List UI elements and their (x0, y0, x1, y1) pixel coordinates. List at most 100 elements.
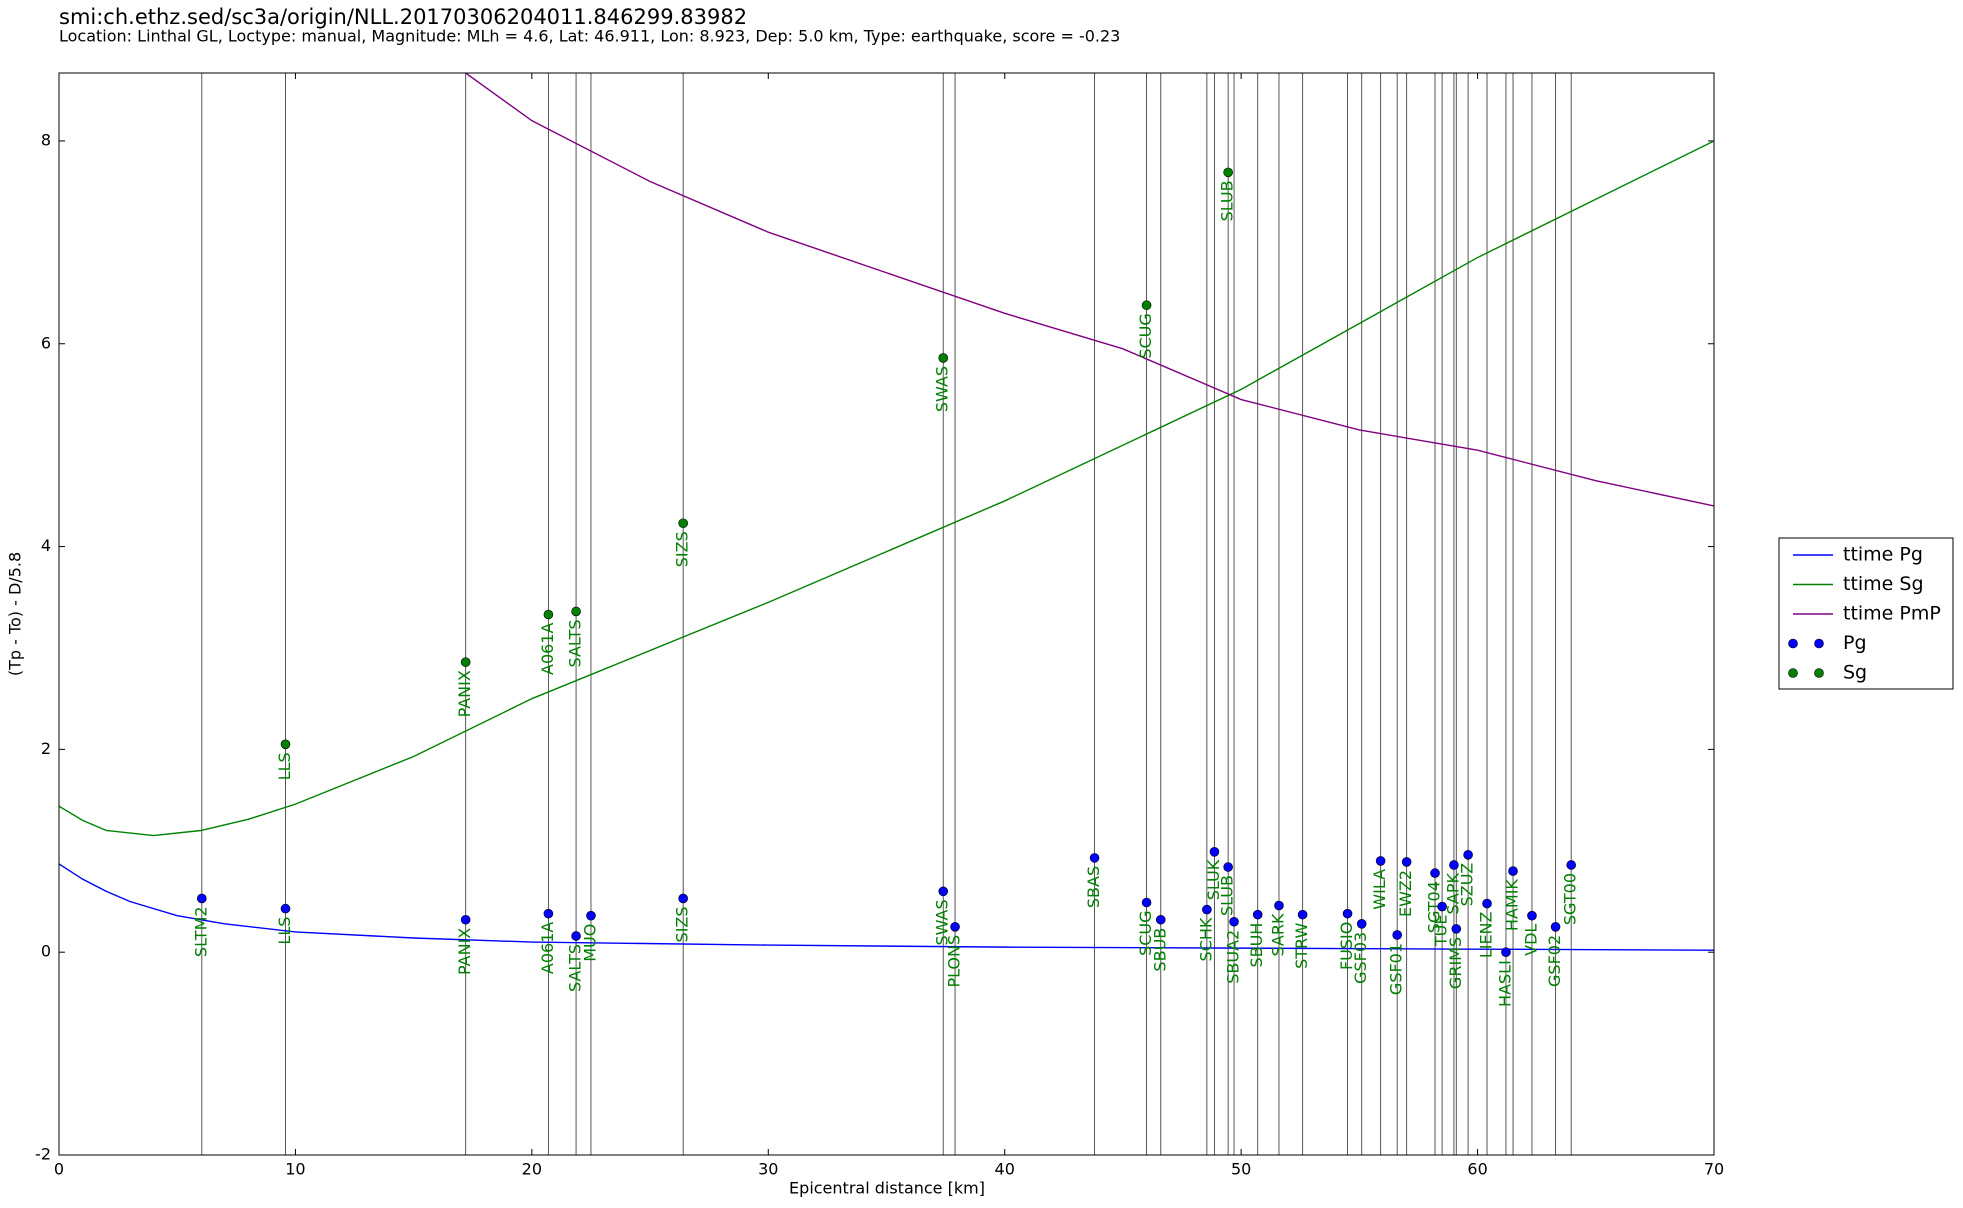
pick-point (1451, 924, 1462, 934)
pick-label: GSF03 (1351, 932, 1370, 984)
x-tick-label: 10 (285, 1160, 305, 1179)
pick-label: SGT04 (1425, 881, 1444, 933)
x-tick-label: 20 (522, 1160, 542, 1179)
pick-label: EWZ2 (1396, 870, 1415, 917)
pick-label: SBUB (1150, 928, 1169, 972)
pick-label: STRW (1292, 922, 1311, 968)
legend-marker (1814, 668, 1824, 678)
pick-point (571, 606, 581, 617)
x-tick-label: 70 (1704, 1160, 1724, 1179)
y-tick-label: 8 (41, 130, 51, 149)
pick-label: LIENZ (1477, 911, 1496, 958)
pick-point (1202, 904, 1212, 915)
pick-label: SZUZ (1458, 863, 1477, 907)
y-axis-label: (Tp - To) - D/5.8 (6, 552, 25, 676)
pick-point (1356, 918, 1367, 929)
pick-point (1482, 898, 1492, 909)
pick-label: GSF01 (1387, 943, 1406, 995)
pick-label: PANIX (455, 928, 474, 975)
pick-label: SWAS (933, 899, 952, 945)
pick-point (1141, 897, 1152, 908)
pick-label: SCUG (1136, 910, 1155, 955)
pick-label: A061A (538, 622, 557, 674)
y-tick-label: -2 (35, 1145, 51, 1164)
pick-point (1527, 910, 1537, 921)
pick-label: A061A (538, 922, 557, 974)
pick-point (678, 518, 688, 529)
pick-label: SLUB (1218, 180, 1237, 221)
pick-point (938, 353, 949, 363)
legend-label: Sg (1843, 662, 1867, 684)
pick-point (460, 657, 471, 667)
pick-point (1089, 853, 1100, 863)
legend-label: ttime Sg (1843, 573, 1924, 595)
pick-point (571, 931, 581, 941)
pick-point (543, 908, 554, 919)
pick-point (1297, 909, 1308, 920)
pick-point (280, 903, 291, 914)
pick-point (1223, 862, 1233, 872)
pick-point (1566, 860, 1576, 870)
pick-label: LLS (275, 917, 294, 945)
pick-label: HASLI (1495, 960, 1514, 1007)
x-tick-label: 0 (54, 1160, 64, 1179)
y-tick-label: 4 (41, 536, 51, 555)
pick-label: PANIX (455, 670, 474, 717)
legend-label: ttime Pg (1843, 544, 1923, 566)
pick-label: SAPK (1443, 872, 1462, 914)
pick-label: FUSIO (1337, 922, 1356, 970)
pick-label: WILA (1370, 869, 1389, 910)
pick-label: SBAS (1084, 866, 1103, 908)
pick-point (1375, 856, 1386, 866)
pick-point (586, 910, 596, 921)
pick-label: VDL (1521, 924, 1540, 956)
x-axis-label: Epicentral distance [km] (789, 1179, 985, 1198)
pick-point (950, 922, 960, 932)
legend-label: ttime PmP (1843, 603, 1941, 625)
pick-label: SALTS (566, 619, 585, 667)
y-tick-label: 6 (41, 333, 51, 352)
legend-marker (1814, 638, 1824, 649)
x-tick-label: 40 (995, 1160, 1015, 1179)
pick-point (280, 739, 291, 750)
pick-label: SLUB (1218, 875, 1237, 916)
legend-marker (1788, 668, 1798, 678)
travel-time-curve (465, 73, 1714, 507)
pick-label: SGT00 (1561, 873, 1580, 925)
pick-label: LLS (275, 752, 294, 780)
pick-label: SBUA2 (1224, 930, 1243, 984)
pick-point (460, 914, 471, 925)
pick-label: SBUH (1247, 923, 1266, 968)
pick-point (1223, 167, 1233, 178)
pick-label: SIZS (673, 531, 692, 567)
pick-label: SIZS (673, 906, 692, 942)
pick-point (1401, 857, 1412, 867)
pick-point (1392, 930, 1402, 940)
pick-point (1463, 850, 1473, 860)
pick-point (678, 893, 688, 904)
pick-point (1209, 846, 1220, 857)
plot-frame (58, 72, 1715, 1156)
x-tick-label: 50 (1231, 1160, 1251, 1179)
y-tick-label: 2 (41, 739, 51, 758)
pick-label: HAMIK (1503, 879, 1522, 932)
pick-label: TUE (1432, 915, 1451, 948)
pick-label: PLONS (945, 935, 964, 988)
pick-label: GRIMS (1446, 937, 1465, 989)
pick-label: SCHK (1196, 917, 1215, 961)
pick-label: SLUK (1204, 859, 1223, 900)
y-tick-label: 0 (41, 942, 51, 961)
pick-label: SCUG (1136, 313, 1155, 358)
pick-label: MUO (580, 924, 599, 962)
travel-time-curve (59, 863, 1714, 951)
pick-point (543, 609, 554, 620)
pick-point (1508, 866, 1518, 876)
travel-time-curve (59, 140, 1714, 837)
pick-label: SALTS (566, 944, 585, 992)
pick-label: SLTM2 (191, 906, 210, 957)
chart-title: smi:ch.ethz.sed/sc3a/origin/NLL.20170306… (59, 5, 747, 29)
pick-label: GSF02 (1545, 935, 1564, 987)
pick-point (1437, 901, 1447, 912)
pick-point (1342, 908, 1353, 919)
